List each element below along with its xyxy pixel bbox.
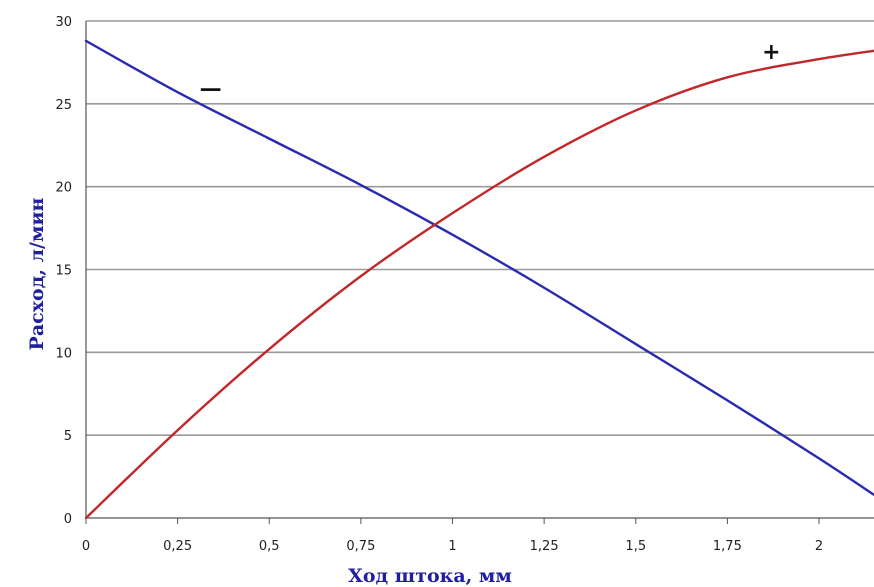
y-tick-label: 30 xyxy=(55,15,72,30)
y-tick-label: 10 xyxy=(55,346,72,361)
series-line-decreasing xyxy=(84,39,874,497)
x-tick-label: 0,5 xyxy=(259,539,280,554)
y-axis-title: Расход, л/мин xyxy=(26,197,48,350)
y-tick-label: 25 xyxy=(55,98,72,113)
grid-layer xyxy=(85,20,874,519)
y-tick-label: 15 xyxy=(55,264,72,279)
y-tick-label: 20 xyxy=(55,181,72,196)
y-tick-label: 0 xyxy=(64,512,72,527)
x-tick-label: 0,25 xyxy=(163,539,192,554)
x-tick-label: 1,25 xyxy=(530,539,559,554)
x-tick-label: 2 xyxy=(815,539,823,554)
x-tick-label: 0 xyxy=(82,539,90,554)
tick-layer: 0 5 10 15 20 25 30 0 0,25 0,5 0,75 1 1,25 1,5 1,75 2 xyxy=(55,15,823,554)
annotation-layer: —+ xyxy=(200,40,781,101)
y-tick-label: 5 xyxy=(64,429,72,444)
x-tick-label: 1 xyxy=(448,539,456,554)
x-axis-title: Ход штока, мм xyxy=(348,565,512,587)
series-line-increasing xyxy=(84,49,874,520)
series-layer xyxy=(84,39,874,520)
plus-annotation: + xyxy=(762,40,780,65)
x-tick-label: 1,75 xyxy=(713,539,742,554)
x-tick-label: 1,5 xyxy=(625,539,646,554)
x-tick-label: 0,75 xyxy=(346,539,375,554)
minus-annotation: — xyxy=(200,77,222,102)
